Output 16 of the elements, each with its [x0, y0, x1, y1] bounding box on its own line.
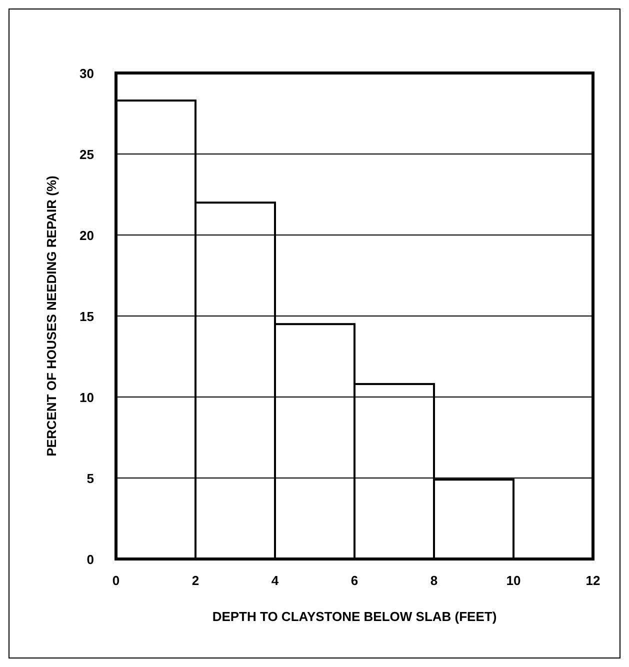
y-tick-label: 0 — [86, 552, 94, 567]
x-tick-label: 8 — [430, 573, 438, 588]
y-tick-label: 5 — [86, 471, 94, 486]
x-tick-label: 0 — [112, 573, 120, 588]
x-tick-label: 4 — [271, 573, 280, 588]
x-tick-label: 2 — [192, 573, 200, 588]
x-tick-label: 10 — [506, 573, 521, 588]
y-tick-label: 25 — [80, 147, 94, 162]
y-axis-title: PERCENT OF HOUSES NEEDING REPAIR (%) — [44, 176, 59, 456]
y-tick-label: 15 — [80, 309, 94, 324]
y-tick-label: 10 — [80, 390, 94, 405]
y-tick-label: 20 — [80, 228, 94, 243]
x-tick-label: 6 — [350, 573, 358, 588]
x-tick-label: 12 — [586, 573, 600, 588]
y-tick-label: 30 — [80, 66, 94, 81]
x-axis-title: DEPTH TO CLAYSTONE BELOW SLAB (FEET) — [212, 609, 497, 624]
